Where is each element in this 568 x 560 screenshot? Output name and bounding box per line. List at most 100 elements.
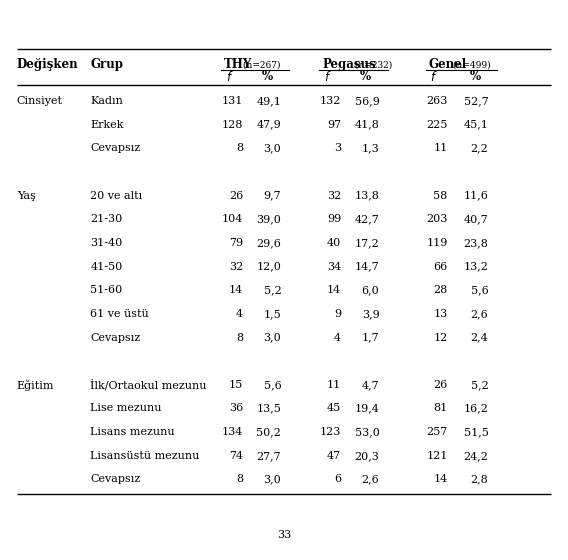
Text: 15: 15 — [229, 380, 243, 390]
Text: 99: 99 — [327, 214, 341, 224]
Text: 39,0: 39,0 — [256, 214, 281, 224]
Text: 12: 12 — [433, 333, 448, 343]
Text: 42,7: 42,7 — [354, 214, 379, 224]
Text: 45: 45 — [327, 404, 341, 413]
Text: Cevapsız: Cevapsız — [90, 143, 141, 153]
Text: 9,7: 9,7 — [264, 190, 281, 200]
Text: 27,7: 27,7 — [257, 451, 281, 461]
Text: 131: 131 — [222, 96, 243, 106]
Text: Eğitim: Eğitim — [17, 379, 55, 390]
Text: 26: 26 — [229, 190, 243, 200]
Text: %: % — [262, 71, 273, 83]
Text: 121: 121 — [426, 451, 448, 461]
Text: 12,0: 12,0 — [256, 262, 281, 272]
Text: 32: 32 — [327, 190, 341, 200]
Text: 5,2: 5,2 — [471, 380, 488, 390]
Text: 23,8: 23,8 — [463, 238, 488, 248]
Text: 45,1: 45,1 — [463, 120, 488, 129]
Text: 123: 123 — [320, 427, 341, 437]
Text: 24,2: 24,2 — [463, 451, 488, 461]
Text: 5,6: 5,6 — [471, 285, 488, 295]
Text: 36: 36 — [229, 404, 243, 413]
Text: 66: 66 — [433, 262, 448, 272]
Text: 4,7: 4,7 — [362, 380, 379, 390]
Text: Pegasus: Pegasus — [322, 58, 376, 72]
Text: 20 ve altı: 20 ve altı — [90, 190, 143, 200]
Text: 203: 203 — [426, 214, 448, 224]
Text: 97: 97 — [327, 120, 341, 129]
Text: 21-30: 21-30 — [90, 214, 123, 224]
Text: 3,0: 3,0 — [264, 143, 281, 153]
Text: Cevapsız: Cevapsız — [90, 474, 141, 484]
Text: 81: 81 — [433, 404, 448, 413]
Text: 74: 74 — [229, 451, 243, 461]
Text: 2,6: 2,6 — [362, 474, 379, 484]
Text: 14: 14 — [229, 285, 243, 295]
Text: $\it{f}$: $\it{f}$ — [430, 70, 438, 84]
Text: 13,8: 13,8 — [354, 190, 379, 200]
Text: 47,9: 47,9 — [257, 120, 281, 129]
Text: Lisans mezunu: Lisans mezunu — [90, 427, 175, 437]
Text: 29,6: 29,6 — [256, 238, 281, 248]
Text: 119: 119 — [426, 238, 448, 248]
Text: 26: 26 — [433, 380, 448, 390]
Text: 17,2: 17,2 — [354, 238, 379, 248]
Text: 104: 104 — [222, 214, 243, 224]
Text: İlk/Ortaokul mezunu: İlk/Ortaokul mezunu — [90, 379, 207, 391]
Text: Değişken: Değişken — [17, 58, 78, 72]
Text: %: % — [469, 71, 481, 83]
Text: Erkek: Erkek — [90, 120, 124, 129]
Text: 51-60: 51-60 — [90, 285, 123, 295]
Text: 2,4: 2,4 — [471, 333, 488, 343]
Text: 3,0: 3,0 — [264, 474, 281, 484]
Text: 51,5: 51,5 — [463, 427, 488, 437]
Text: 3,0: 3,0 — [264, 333, 281, 343]
Text: 14: 14 — [327, 285, 341, 295]
Text: 4: 4 — [236, 309, 243, 319]
Text: 56,9: 56,9 — [354, 96, 379, 106]
Text: 3: 3 — [334, 143, 341, 153]
Text: 1,7: 1,7 — [362, 333, 379, 343]
Text: 225: 225 — [426, 120, 448, 129]
Text: 13,2: 13,2 — [463, 262, 488, 272]
Text: 31-40: 31-40 — [90, 238, 123, 248]
Text: Genel: Genel — [428, 58, 467, 72]
Text: 61 ve üstü: 61 ve üstü — [90, 309, 149, 319]
Text: Lisansüstü mezunu: Lisansüstü mezunu — [90, 451, 200, 461]
Text: 134: 134 — [222, 427, 243, 437]
Text: (n=232): (n=232) — [352, 60, 392, 69]
Text: 14: 14 — [433, 474, 448, 484]
Text: 6: 6 — [334, 474, 341, 484]
Text: (n=499): (n=499) — [450, 60, 491, 69]
Text: 2,8: 2,8 — [471, 474, 488, 484]
Text: 1,5: 1,5 — [264, 309, 281, 319]
Text: Cinsiyet: Cinsiyet — [17, 96, 63, 106]
Text: 58: 58 — [433, 190, 448, 200]
Text: 8: 8 — [236, 333, 243, 343]
Text: 8: 8 — [236, 143, 243, 153]
Text: $\it{f}$: $\it{f}$ — [324, 70, 332, 84]
Text: 41,8: 41,8 — [354, 120, 379, 129]
Text: 3,9: 3,9 — [362, 309, 379, 319]
Text: 52,7: 52,7 — [463, 96, 488, 106]
Text: %: % — [360, 71, 371, 83]
Text: 263: 263 — [426, 96, 448, 106]
Text: 13: 13 — [433, 309, 448, 319]
Text: 34: 34 — [327, 262, 341, 272]
Text: 16,2: 16,2 — [463, 404, 488, 413]
Text: 28: 28 — [433, 285, 448, 295]
Text: THY: THY — [224, 58, 252, 72]
Text: 8: 8 — [236, 474, 243, 484]
Text: 79: 79 — [229, 238, 243, 248]
Text: 6,0: 6,0 — [362, 285, 379, 295]
Text: 53,0: 53,0 — [354, 427, 379, 437]
Text: 40: 40 — [327, 238, 341, 248]
Text: 47: 47 — [327, 451, 341, 461]
Text: $\it{f}$: $\it{f}$ — [225, 70, 233, 84]
Text: 14,7: 14,7 — [354, 262, 379, 272]
Text: 41-50: 41-50 — [90, 262, 123, 272]
Text: 1,3: 1,3 — [362, 143, 379, 153]
Text: 50,2: 50,2 — [256, 427, 281, 437]
Text: 2,2: 2,2 — [471, 143, 488, 153]
Text: Lise mezunu: Lise mezunu — [90, 404, 162, 413]
